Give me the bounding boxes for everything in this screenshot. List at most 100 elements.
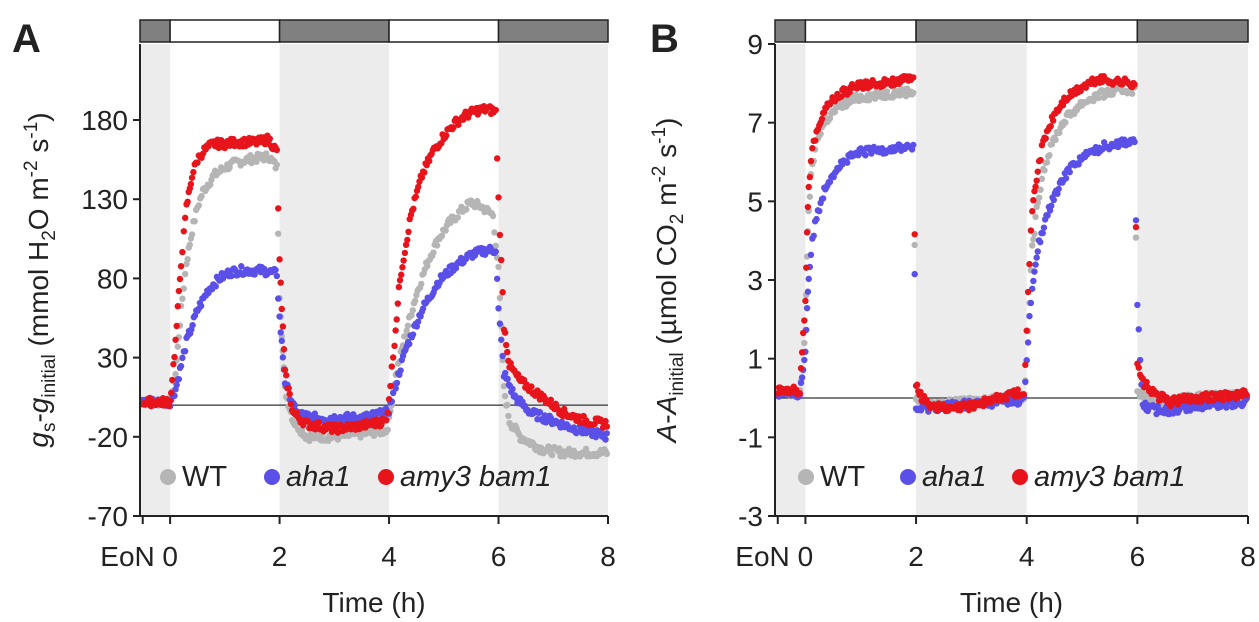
ylabel-part: - [23, 413, 54, 422]
data-point [412, 298, 418, 304]
data-point [184, 199, 190, 205]
y-tick-label: 80 [97, 263, 128, 294]
data-point [884, 88, 890, 94]
data-point [400, 257, 406, 263]
data-point [189, 231, 195, 237]
data-point [798, 365, 804, 371]
data-point [1036, 194, 1042, 200]
data-point [504, 349, 510, 355]
data-point [495, 264, 501, 270]
data-point [274, 273, 280, 279]
legend-label: amy3 bam1 [400, 461, 552, 493]
data-point [1220, 397, 1226, 403]
data-point [405, 323, 411, 329]
ylabel-part: ) [23, 112, 54, 121]
dark-period-shade [140, 44, 170, 516]
data-point [1041, 224, 1047, 230]
data-point [805, 204, 811, 210]
y-tick-label: -70 [88, 501, 128, 532]
panel-b: 9 7 5 3 1 -1 -3 EoN 0 2 4 6 8 Time (h) B A-Ainitial (µm… [649, 17, 1256, 618]
data-point [797, 390, 803, 396]
data-point [213, 283, 219, 289]
ylabel-sub: initial [39, 354, 60, 397]
data-point [181, 228, 187, 234]
data-point [194, 159, 200, 165]
data-point [808, 158, 814, 164]
data-point [1026, 261, 1032, 267]
data-point [281, 346, 287, 352]
data-point [1131, 139, 1137, 145]
data-point [178, 263, 184, 269]
data-point [497, 232, 503, 238]
data-point [189, 322, 195, 328]
data-point [406, 341, 412, 347]
legend-marker [264, 469, 280, 485]
data-point [455, 214, 461, 220]
data-point [167, 398, 173, 404]
data-point [402, 250, 408, 256]
ylabel-sub: initial [667, 352, 688, 395]
data-point [179, 249, 185, 255]
data-point [801, 357, 807, 363]
data-point [394, 380, 400, 386]
data-point [1030, 278, 1036, 284]
data-point [413, 194, 419, 200]
data-point [1028, 300, 1034, 306]
x-tick-label: 6 [491, 541, 507, 572]
data-point [1032, 183, 1038, 189]
data-point [804, 229, 810, 235]
data-point [443, 132, 449, 138]
y-tick-label: 7 [747, 108, 763, 139]
data-point [844, 159, 850, 165]
data-point [178, 363, 184, 369]
data-point [410, 307, 416, 313]
data-point [277, 329, 283, 335]
data-point [1047, 123, 1053, 129]
data-point [410, 206, 416, 212]
data-point [173, 382, 179, 388]
data-point [283, 372, 289, 378]
data-point [395, 300, 401, 306]
ylabel-part: A [651, 424, 682, 445]
data-point [1046, 152, 1052, 158]
data-point [316, 419, 322, 425]
data-point [405, 229, 411, 235]
data-point [493, 248, 499, 254]
legend-marker [798, 469, 814, 485]
data-point [1129, 91, 1135, 97]
data-point [502, 329, 508, 335]
data-point [498, 257, 504, 263]
x-tick-label: 6 [1130, 541, 1146, 572]
data-point [806, 184, 812, 190]
data-point [172, 337, 178, 343]
panel-label: B [650, 17, 679, 61]
data-point [1030, 236, 1036, 242]
dark-period-shade [280, 44, 389, 516]
y-axis-title: gs-ginitial (mmol H2O m-2 s-1) [21, 112, 60, 447]
y-axis-title: A-Ainitial (µmol CO2 m-2 s-1) [649, 118, 688, 445]
data-point [1048, 203, 1054, 209]
data-point [1032, 261, 1038, 267]
data-point [384, 427, 390, 433]
data-point [498, 337, 504, 343]
data-point [911, 271, 917, 277]
data-point [184, 256, 190, 262]
data-point [493, 107, 499, 113]
data-point [415, 184, 421, 190]
y-tick-label: -20 [88, 422, 128, 453]
data-point [280, 323, 286, 329]
ylabel-part: s [651, 144, 682, 166]
legend-label: aha1 [922, 461, 987, 493]
data-point [1133, 224, 1139, 230]
data-point [1025, 339, 1031, 345]
ylabel-part: A [651, 396, 682, 417]
data-point [504, 376, 510, 382]
data-point [267, 135, 273, 141]
data-point [392, 327, 398, 333]
data-point [1052, 137, 1058, 143]
data-point [1039, 230, 1045, 236]
y-tick-label: -1 [738, 422, 763, 453]
data-point [396, 284, 402, 290]
data-point [604, 451, 610, 457]
data-point [189, 175, 195, 181]
